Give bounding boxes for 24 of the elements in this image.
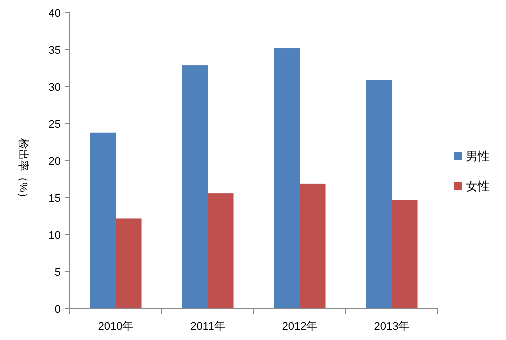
bar xyxy=(116,218,142,309)
x-tick-label: 2011年 xyxy=(190,321,226,333)
y-axis-title: 检出率（%） xyxy=(17,138,30,204)
x-tick-label: 2013年 xyxy=(374,321,410,333)
y-tick-label: 0 xyxy=(54,304,61,316)
x-tick-label: 2010年 xyxy=(98,321,134,333)
bar xyxy=(300,184,326,309)
y-tick-label: 20 xyxy=(48,156,61,168)
y-tick-label: 30 xyxy=(48,82,61,94)
y-tick-label: 35 xyxy=(48,44,61,57)
y-tick-label: 15 xyxy=(48,192,61,205)
bar xyxy=(90,132,116,309)
bar xyxy=(366,80,392,309)
x-tick-label: 2012年 xyxy=(282,321,318,333)
bar xyxy=(274,48,300,309)
y-tick-label: 25 xyxy=(48,118,61,131)
y-tick-label: 10 xyxy=(48,230,61,242)
bar xyxy=(208,194,234,309)
legend-label: 女性 xyxy=(466,180,490,194)
legend-label: 男性 xyxy=(466,150,490,164)
bar xyxy=(182,66,208,309)
y-tick-label: 5 xyxy=(54,266,61,279)
y-tick-label: 40 xyxy=(48,8,61,20)
bar xyxy=(392,200,418,309)
